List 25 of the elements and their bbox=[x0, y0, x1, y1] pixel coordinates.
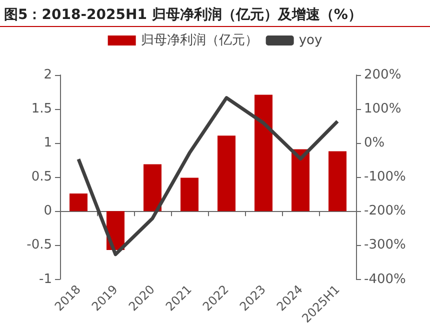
y2-tick-label: -400% bbox=[364, 272, 406, 287]
y2-tick-label: 200% bbox=[364, 68, 402, 82]
y-tick-label: 0 bbox=[44, 204, 52, 219]
bar bbox=[328, 151, 346, 212]
y-tick-label: 1.5 bbox=[31, 102, 52, 117]
y-tick-label: 2 bbox=[44, 68, 52, 82]
legend-label: 归母净利润（亿元） bbox=[140, 33, 258, 48]
y2-tick-label: 100% bbox=[364, 102, 402, 117]
legend-label: yoy bbox=[298, 33, 322, 48]
bar bbox=[218, 136, 236, 212]
bar bbox=[292, 149, 310, 212]
bar bbox=[180, 178, 198, 212]
y2-tick-label: -300% bbox=[364, 238, 406, 253]
y-tick-label: -1 bbox=[39, 272, 52, 287]
line-series bbox=[76, 96, 340, 256]
bar bbox=[70, 193, 88, 212]
bar bbox=[144, 164, 162, 212]
y-tick-label: -0.5 bbox=[26, 238, 52, 253]
y2-tick-label: 0% bbox=[364, 136, 385, 151]
bar bbox=[254, 94, 272, 212]
y-tick-label: 0.5 bbox=[31, 170, 52, 185]
y2-tick-label: -200% bbox=[364, 204, 406, 219]
chart-title: 图5：2018-2025H1 归母净利润（亿元）及增速（%） bbox=[0, 0, 430, 27]
y-tick-label: 1 bbox=[44, 136, 52, 151]
y2-tick-label: -100% bbox=[364, 170, 406, 185]
